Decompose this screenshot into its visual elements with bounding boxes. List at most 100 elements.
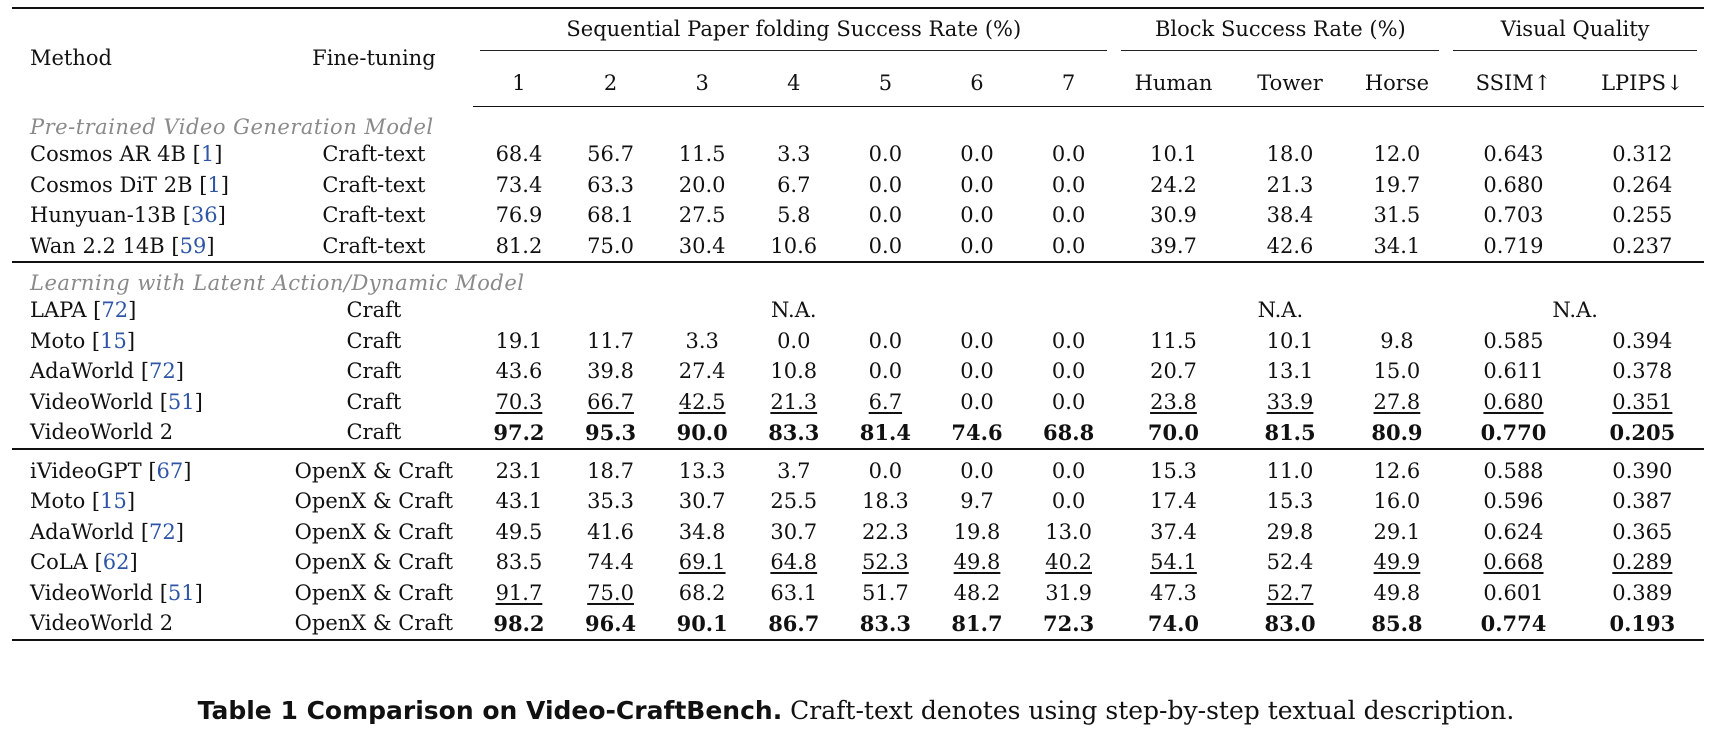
col-header-sub: 2	[564, 59, 657, 107]
value-text: 74.6	[951, 419, 1003, 445]
table-row: iVideoGPT [67] OpenX & Craft 23.1 18.7 13.3 3…	[12, 456, 1704, 487]
value-cell: 68.1	[565, 200, 657, 231]
table-row: AdaWorld [72] OpenX & Craft 49.5 41.6 34.8 30…	[12, 517, 1704, 548]
value-text: 34.8	[678, 519, 726, 544]
value-text: 22.3	[862, 519, 909, 544]
value-cell: 31.5	[1348, 200, 1447, 231]
value-text: 95.3	[584, 419, 637, 445]
value-cell: 0.0	[931, 230, 1023, 263]
value-cell: 54.1	[1114, 547, 1232, 578]
value-text: 74.4	[587, 550, 634, 575]
value-cell: 13.0	[1023, 517, 1115, 548]
value-cell: 19.8	[931, 517, 1023, 548]
method-name: LAPA	[30, 298, 87, 323]
value-cell: 0.0	[931, 456, 1023, 487]
value-cell: 0.774	[1446, 608, 1581, 641]
value-cell: 68.4	[473, 139, 565, 170]
citation-link[interactable]: 59	[179, 233, 207, 258]
value-cell: 34.1	[1347, 230, 1447, 263]
value-text: 81.7	[951, 610, 1003, 636]
method-name: VideoWorld	[30, 580, 154, 605]
value-cell: 21.3	[748, 387, 840, 418]
value-text: 0.312	[1612, 142, 1673, 167]
value-text: 15.0	[1373, 359, 1421, 384]
value-text: 51.7	[862, 580, 909, 605]
value-cell: 39.8	[565, 356, 657, 387]
value-cell: 21.3	[1233, 170, 1348, 201]
table-row: Cosmos DiT 2B [1] Craft-text 73.4 63.3 20.0 6…	[12, 170, 1704, 201]
citation-link[interactable]: 72	[149, 519, 176, 544]
value-text: 12.0	[1373, 142, 1421, 167]
citation-link[interactable]: 72	[101, 298, 129, 323]
citation-link[interactable]: 36	[190, 203, 218, 228]
table-row: VideoWorld [51] Craft 70.3 66.7 42.5 21.3 6.7 0…	[12, 387, 1704, 418]
col-header-sub: 5	[839, 59, 932, 107]
method-name: VideoWorld	[30, 389, 154, 414]
value-text: 49.8	[1373, 580, 1421, 605]
value-text: 31.9	[1045, 580, 1092, 605]
value-text: 68.4	[495, 142, 543, 167]
value-cell: 81.4	[839, 417, 932, 450]
value-text: 10.8	[770, 359, 818, 384]
col-header-sub: 7	[1022, 59, 1115, 107]
method-name: VideoWorld 2	[30, 611, 174, 636]
citation-link[interactable]: 15	[100, 489, 127, 514]
citation-link[interactable]: 67	[156, 458, 184, 483]
value-text: 30.9	[1150, 203, 1197, 228]
citation-link[interactable]: 1	[207, 172, 221, 197]
value-text: 0.0	[777, 328, 811, 353]
value-cell: 49.8	[931, 547, 1023, 578]
value-text: 90.1	[676, 610, 728, 636]
method-name: Cosmos DiT 2B	[30, 172, 193, 197]
value-cell: 30.7	[748, 517, 840, 548]
value-cell: 0.0	[1023, 387, 1115, 418]
value-cell: 0.390	[1581, 456, 1704, 487]
value-cell: 20.0	[656, 170, 748, 201]
value-text: 42.6	[1266, 233, 1314, 258]
value-text: 83.3	[768, 419, 820, 445]
value-text: 21.3	[1266, 172, 1314, 197]
value-text: 11.0	[1266, 458, 1314, 483]
method-name: iVideoGPT	[30, 458, 142, 483]
method-name: Cosmos AR 4B	[30, 142, 186, 167]
citation-link[interactable]: 72	[149, 359, 176, 384]
value-text: 0.0	[1051, 489, 1086, 514]
value-text: 11.5	[678, 142, 726, 167]
value-text: 90.0	[676, 419, 728, 445]
value-cell: 0.0	[1023, 356, 1115, 387]
value-cell: 41.6	[565, 517, 657, 548]
value-cell: 43.1	[473, 486, 565, 517]
value-text: 0.0	[1051, 458, 1086, 483]
value-text: 34.1	[1373, 233, 1421, 258]
value-text: 0.0	[960, 172, 994, 197]
citation-link[interactable]: 51	[167, 580, 195, 605]
value-text: 75.0	[587, 580, 634, 605]
value-cell: 95.3	[564, 417, 657, 450]
value-text: 37.4	[1150, 519, 1197, 544]
value-text: 42.5	[678, 389, 726, 414]
finetuning-cell: Craft-text	[322, 203, 426, 228]
value-cell: 52.7	[1233, 578, 1348, 609]
value-cell: 0.389	[1581, 578, 1704, 609]
citation-link[interactable]: 15	[100, 328, 127, 353]
value-text: 0.601	[1483, 580, 1544, 605]
value-cell: 11.7	[565, 326, 657, 357]
value-cell: 73.4	[473, 170, 565, 201]
value-cell: 0.0	[839, 230, 932, 263]
value-text: 35.3	[587, 489, 634, 514]
value-cell: 15.0	[1348, 356, 1447, 387]
citation-link[interactable]: 51	[167, 389, 195, 414]
value-text: 0.0	[960, 328, 994, 353]
value-cell: 0.668	[1446, 547, 1580, 578]
value-text: 19.8	[953, 519, 1001, 544]
method-name: Hunyuan-13B	[30, 203, 177, 228]
value-cell: 0.378	[1581, 356, 1704, 387]
value-text: 0.351	[1612, 389, 1673, 414]
value-cell: 15.3	[1233, 486, 1348, 517]
value-text: 39.7	[1150, 233, 1197, 258]
value-cell: 17.4	[1114, 486, 1232, 517]
value-cell: 70.3	[473, 387, 565, 418]
value-cell: 80.9	[1347, 417, 1447, 450]
citation-link[interactable]: 1	[200, 142, 215, 167]
citation-link[interactable]: 62	[102, 550, 130, 575]
